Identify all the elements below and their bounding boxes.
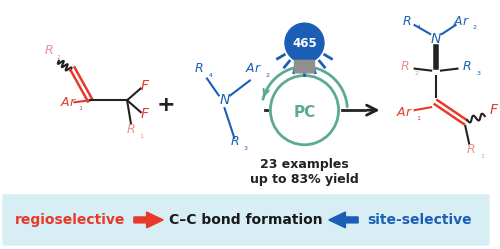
Text: $R$: $R$	[462, 60, 472, 73]
Text: $Ar$: $Ar$	[246, 62, 262, 75]
Text: +: +	[157, 95, 176, 115]
Text: up to 83% yield: up to 83% yield	[250, 173, 359, 186]
Text: $R$: $R$	[44, 44, 54, 57]
Text: $^1$: $^1$	[139, 133, 144, 142]
Text: $^1$: $^1$	[416, 116, 422, 124]
Text: $^2$: $^2$	[414, 70, 420, 79]
Text: 23 examples: 23 examples	[260, 158, 349, 171]
Text: $F$: $F$	[140, 79, 149, 93]
Text: $^1$: $^1$	[78, 106, 83, 115]
Text: $^3$: $^3$	[476, 70, 482, 79]
Polygon shape	[134, 212, 163, 228]
FancyBboxPatch shape	[294, 60, 315, 73]
Polygon shape	[329, 212, 358, 228]
Text: PC: PC	[294, 105, 316, 120]
Text: $Ar$: $Ar$	[453, 15, 470, 28]
Text: $R$: $R$	[402, 15, 411, 28]
Text: $N$: $N$	[218, 93, 230, 107]
Text: C–C bond formation: C–C bond formation	[169, 213, 323, 227]
Text: $^2$: $^2$	[264, 72, 270, 81]
Text: $^2$: $^2$	[56, 54, 62, 63]
Text: $R$: $R$	[466, 143, 476, 156]
Text: regioselective: regioselective	[16, 213, 126, 227]
Text: $^4$: $^4$	[208, 72, 214, 81]
Text: $R$: $R$	[194, 62, 204, 75]
Text: $R$: $R$	[230, 135, 239, 148]
Text: 465: 465	[292, 37, 317, 50]
FancyBboxPatch shape	[2, 194, 490, 246]
Text: $^1$: $^1$	[480, 153, 486, 162]
Text: $^3$: $^3$	[243, 145, 249, 154]
Text: $R$: $R$	[126, 124, 136, 136]
Text: $^2$: $^2$	[472, 25, 478, 34]
Text: $F$: $F$	[490, 103, 500, 117]
Circle shape	[285, 23, 324, 63]
Text: $R$: $R$	[400, 60, 409, 73]
Text: site-selective: site-selective	[367, 213, 472, 227]
Text: $F$: $F$	[140, 107, 149, 121]
Text: $N$: $N$	[430, 32, 442, 46]
Text: $^4$: $^4$	[416, 25, 422, 34]
Text: $Ar$: $Ar$	[396, 106, 413, 119]
Text: $Ar$: $Ar$	[60, 96, 77, 109]
